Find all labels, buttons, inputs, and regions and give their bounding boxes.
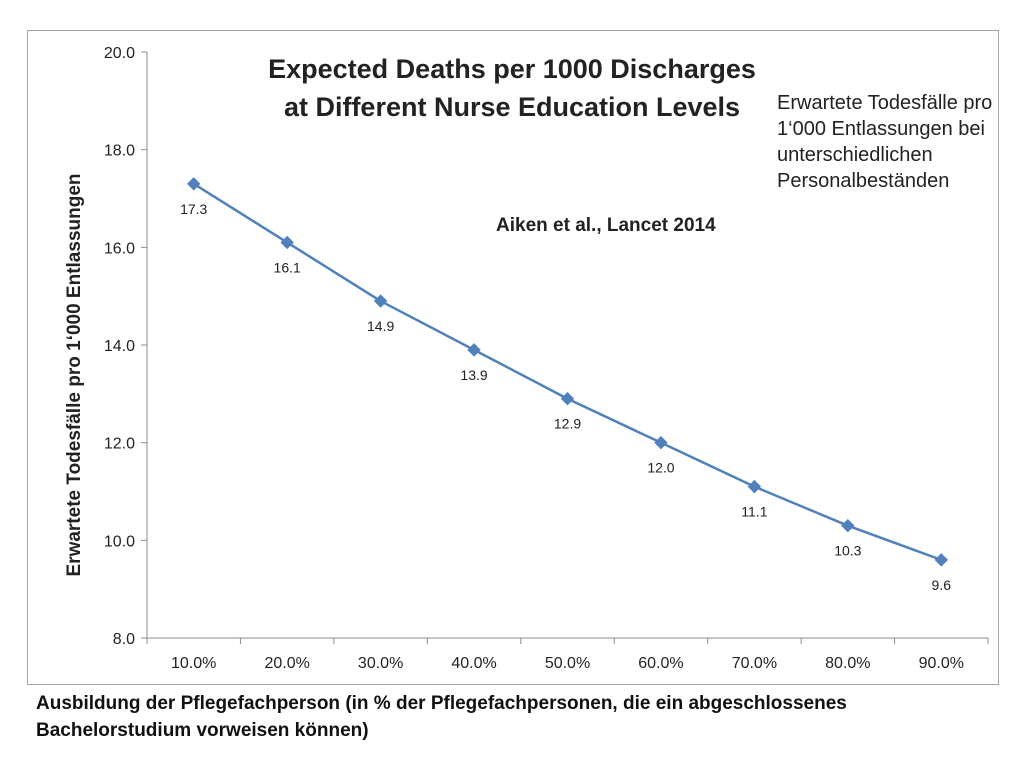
x-axis-title: Ausbildung der Pflegefachperson (in % de… (36, 693, 847, 741)
data-point-marker (560, 392, 575, 406)
x-tick-label: 60.0% (638, 655, 683, 672)
data-point-marker (280, 235, 294, 250)
y-tick-label: 8.0 (113, 631, 135, 648)
chart-title: Expected Deaths per 1000 Discharges at D… (232, 50, 792, 126)
data-point-marker (467, 343, 481, 357)
y-tick-label: 20.0 (104, 45, 135, 62)
data-label: 17.3 (180, 201, 207, 217)
x-tick-label: 40.0% (451, 655, 496, 672)
chart-title-line-1: Expected Deaths per 1000 Discharges (268, 54, 756, 84)
x-tick-label: 70.0% (732, 655, 777, 672)
series-line (193, 182, 942, 562)
x-tick-label: 10.0% (171, 655, 216, 672)
data-label: 9.6 (932, 577, 952, 593)
source-citation: Aiken et al., Lancet 2014 (496, 215, 716, 236)
data-label: 10.3 (834, 543, 861, 559)
y-tick-label: 10.0 (104, 533, 135, 550)
y-tick-label: 16.0 (104, 240, 135, 257)
x-tick-label: 90.0% (919, 655, 964, 672)
x-tick-label: 80.0% (825, 655, 870, 672)
chart-title-line-2: at Different Nurse Education Levels (283, 92, 741, 122)
y-axis-title: Erwartete Todesfälle pro 1‘000 Entlassun… (64, 173, 85, 577)
x-tick-label: 30.0% (358, 655, 403, 672)
x-tick-label: 20.0% (264, 655, 309, 672)
y-tick-label: 12.0 (104, 436, 135, 453)
chart-frame (27, 30, 999, 685)
data-point-marker (654, 435, 668, 450)
x-tick-label: 50.0% (545, 655, 590, 672)
data-label: 13.9 (460, 367, 487, 383)
y-tick-label: 18.0 (104, 143, 135, 160)
data-point-marker (747, 479, 762, 494)
data-label: 14.9 (367, 318, 394, 334)
y-tick-label: 14.0 (104, 338, 135, 355)
data-label: 12.0 (647, 460, 674, 476)
data-point-marker (187, 177, 201, 191)
data-label: 11.1 (741, 504, 767, 520)
data-point-marker (934, 553, 948, 567)
data-point-marker (373, 294, 388, 308)
data-point-marker (841, 518, 855, 533)
data-label: 12.9 (554, 416, 581, 432)
german-annotation: Erwartete Todesfälle pro 1‘000 Entlassun… (777, 92, 993, 192)
data-label: 16.1 (274, 259, 301, 275)
